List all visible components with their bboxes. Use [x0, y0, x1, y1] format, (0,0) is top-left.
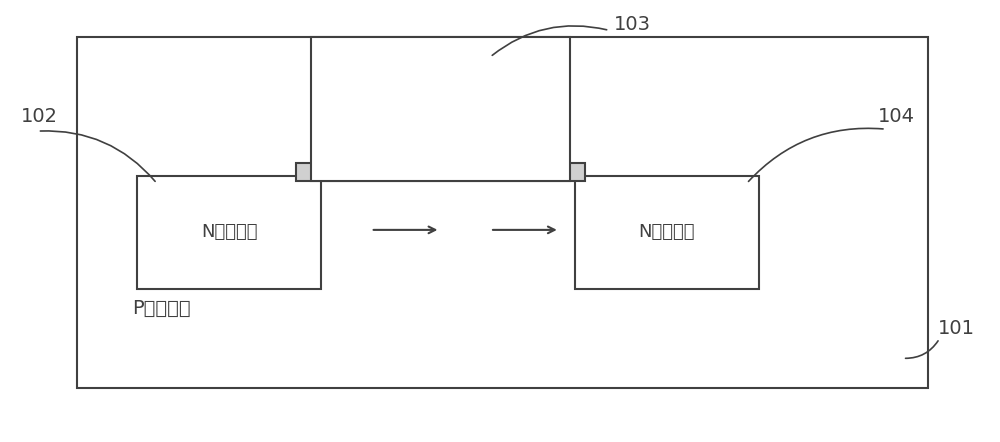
Text: 103: 103 [614, 15, 651, 34]
Text: N掺杂源极: N掺杂源极 [201, 223, 257, 241]
Text: P掺杂衬底: P掺杂衬底 [132, 299, 191, 318]
Text: 104: 104 [878, 107, 915, 126]
Bar [311, 37, 570, 180]
Bar [77, 37, 928, 388]
Text: 101: 101 [938, 319, 975, 338]
Text: N掺杂漏极: N掺杂漏极 [638, 223, 695, 241]
Text: 102: 102 [21, 107, 58, 126]
Bar [137, 175, 321, 289]
Bar [296, 163, 585, 180]
Bar [575, 175, 759, 289]
